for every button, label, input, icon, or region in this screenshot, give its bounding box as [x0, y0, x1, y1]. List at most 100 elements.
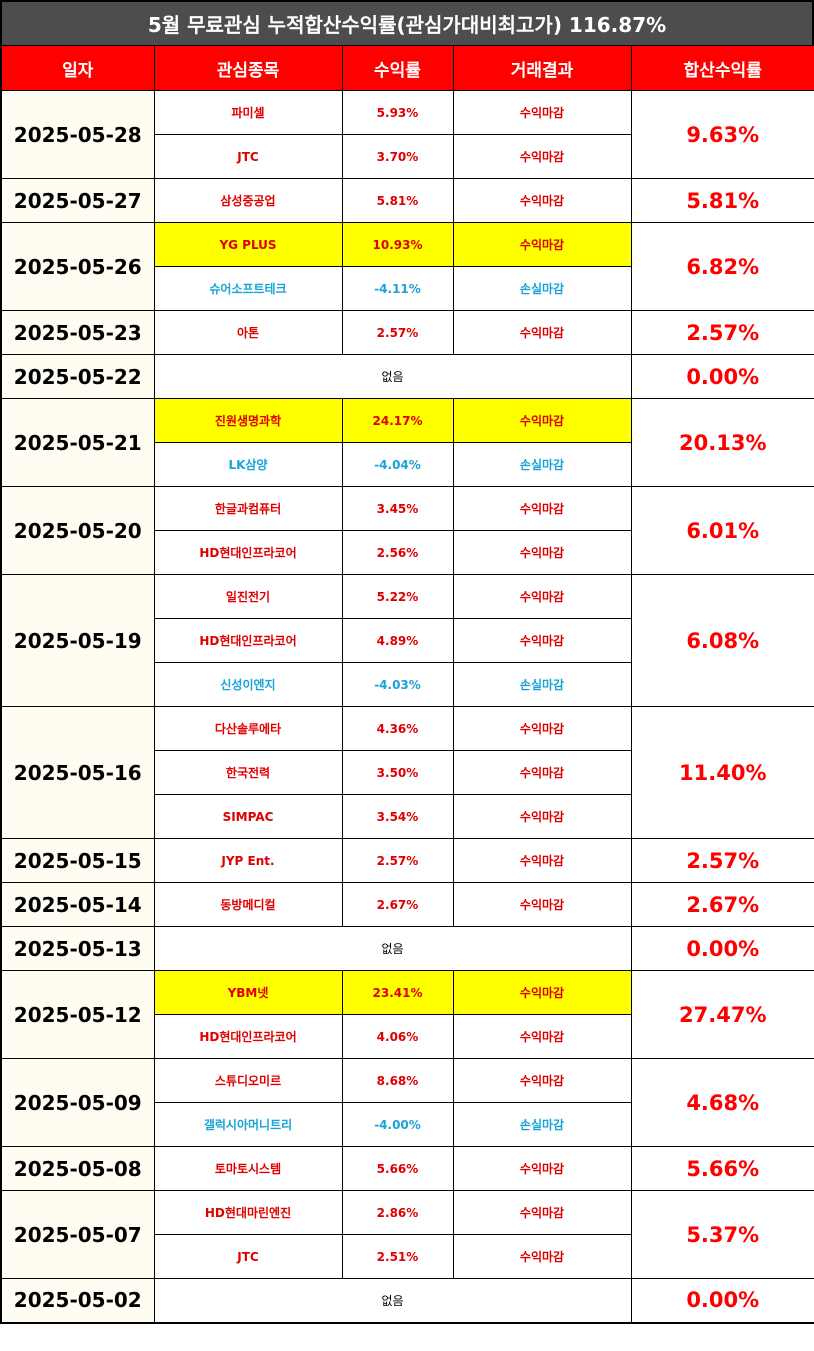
return-cell: 5.81% [341, 178, 454, 223]
total-return-cell: 6.01% [630, 486, 814, 575]
date-cell: 2025-05-08 [0, 1146, 155, 1191]
return-cell: 2.51% [341, 1234, 454, 1279]
stock-name-cell: 슈어소프트테크 [153, 266, 343, 311]
total-return-cell: 0.00% [630, 354, 814, 399]
stock-name-cell: 동방메디컬 [153, 882, 343, 927]
stock-name-cell: SIMPAC [153, 794, 343, 839]
return-cell: -4.03% [341, 662, 454, 707]
stock-name-cell: YG PLUS [153, 222, 343, 267]
table-body: 2025-05-28 파미셀 5.93% 수익마감 9.63% JTC 3.70% 수익마감 2… [0, 90, 814, 1323]
total-return-cell: 5.81% [630, 178, 814, 223]
total-return-cell: 6.08% [630, 574, 814, 707]
table-row: 2025-05-08 토마토시스템 5.66% 수익마감 5.66% [0, 1146, 814, 1191]
date-cell: 2025-05-21 [0, 398, 155, 487]
result-cell: 수익마감 [452, 882, 632, 927]
return-cell: 2.57% [341, 838, 454, 883]
date-cell: 2025-05-12 [0, 970, 155, 1059]
stock-name-cell: YBM넷 [153, 970, 343, 1015]
total-return-cell: 11.40% [630, 706, 814, 839]
table-row: 2025-05-21 진원생명과학 24.17% 수익마감 20.13% [0, 398, 814, 487]
result-cell: 손실마감 [452, 266, 632, 311]
table-row: 한국전력 3.50% 수익마감 [1, 750, 814, 795]
total-return-cell: 2.57% [630, 310, 814, 355]
result-cell: 손실마감 [452, 662, 632, 707]
no-pick-cell: 없음 [153, 926, 632, 971]
result-cell: 수익마감 [452, 398, 632, 443]
total-return-cell: 9.63% [630, 90, 814, 179]
stock-name-cell: 파미셀 [153, 90, 343, 135]
table-row: 2025-05-22 없음 0.00% [0, 354, 814, 399]
table-row: 2025-05-23 아톤 2.57% 수익마감 2.57% [0, 310, 814, 355]
total-return-cell: 6.82% [630, 222, 814, 311]
total-return-cell: 0.00% [630, 926, 814, 971]
date-cell: 2025-05-27 [0, 178, 155, 223]
date-cell: 2025-05-14 [0, 882, 155, 927]
table-row: 2025-05-28 파미셀 5.93% 수익마감 9.63% [0, 90, 814, 179]
return-cell: 4.06% [341, 1014, 454, 1059]
stock-name-cell: 다산솔루에타 [153, 706, 343, 751]
header-stock: 관심종목 [153, 45, 343, 91]
return-cell: 3.54% [341, 794, 454, 839]
table-row: 2025-05-07 HD현대마린엔진 2.86% 수익마감 5.37% [0, 1190, 814, 1279]
date-cell: 2025-05-23 [0, 310, 155, 355]
table-row: 갤럭시아머니트리 -4.00% 손실마감 [1, 1102, 814, 1147]
header-row: 일자 관심종목 수익률 거래결과 합산수익률 [0, 45, 814, 91]
table-row: HD현대인프라코어 4.06% 수익마감 [1, 1014, 814, 1059]
table-row: JTC 3.70% 수익마감 [1, 134, 814, 179]
stock-name-cell: 스튜디오미르 [153, 1058, 343, 1103]
total-return-cell: 5.37% [630, 1190, 814, 1279]
result-cell: 수익마감 [452, 222, 632, 267]
stock-name-cell: HD현대인프라코어 [153, 530, 343, 575]
date-cell: 2025-05-26 [0, 222, 155, 311]
date-cell: 2025-05-09 [0, 1058, 155, 1147]
stock-name-cell: HD현대인프라코어 [153, 1014, 343, 1059]
returns-table: 일자 관심종목 수익률 거래결과 합산수익률 2025-05-28 파미셀 5.93… [0, 45, 814, 1324]
return-cell: -4.11% [341, 266, 454, 311]
total-return-cell: 5.66% [630, 1146, 814, 1191]
date-cell: 2025-05-19 [0, 574, 155, 707]
result-cell: 수익마감 [452, 1190, 632, 1235]
table-row: HD현대인프라코어 4.89% 수익마감 [1, 618, 814, 663]
result-cell: 수익마감 [452, 134, 632, 179]
return-cell: 2.56% [341, 530, 454, 575]
table-row: 2025-05-13 없음 0.00% [0, 926, 814, 971]
total-return-cell: 20.13% [630, 398, 814, 487]
table-row: JTC 2.51% 수익마감 [1, 1234, 814, 1279]
stock-name-cell: 한국전력 [153, 750, 343, 795]
return-cell: 4.89% [341, 618, 454, 663]
stock-name-cell: LK삼양 [153, 442, 343, 487]
total-return-cell: 0.00% [630, 1278, 814, 1323]
table-row: 2025-05-02 없음 0.00% [0, 1278, 814, 1323]
table-row: SIMPAC 3.54% 수익마감 [1, 794, 814, 839]
table-row: 2025-05-20 한글과컴퓨터 3.45% 수익마감 6.01% [0, 486, 814, 575]
result-cell: 수익마감 [452, 970, 632, 1015]
result-cell: 수익마감 [452, 574, 632, 619]
header-return: 수익률 [341, 45, 454, 91]
date-cell: 2025-05-02 [0, 1278, 155, 1323]
table-row: 2025-05-15 JYP Ent. 2.57% 수익마감 2.57% [0, 838, 814, 883]
header-total: 합산수익률 [630, 45, 814, 91]
header-result: 거래결과 [452, 45, 632, 91]
total-return-cell: 4.68% [630, 1058, 814, 1147]
header-date: 일자 [0, 45, 155, 91]
stock-name-cell: 갤럭시아머니트리 [153, 1102, 343, 1147]
stock-name-cell: 아톤 [153, 310, 343, 355]
return-cell: 3.50% [341, 750, 454, 795]
table-row: 2025-05-14 동방메디컬 2.67% 수익마감 2.67% [0, 882, 814, 927]
date-cell: 2025-05-16 [0, 706, 155, 839]
table-row: 2025-05-26 YG PLUS 10.93% 수익마감 6.82% [0, 222, 814, 311]
result-cell: 수익마감 [452, 486, 632, 531]
result-cell: 수익마감 [452, 1234, 632, 1279]
stock-name-cell: JYP Ent. [153, 838, 343, 883]
total-return-cell: 2.67% [630, 882, 814, 927]
result-cell: 수익마감 [452, 1058, 632, 1103]
return-cell: 23.41% [341, 970, 454, 1015]
return-cell: -4.04% [341, 442, 454, 487]
stock-name-cell: JTC [153, 134, 343, 179]
date-cell: 2025-05-07 [0, 1190, 155, 1279]
return-cell: 8.68% [341, 1058, 454, 1103]
page-title: 5월 무료관심 누적합산수익률(관심가대비최고가) 116.87% [0, 0, 814, 45]
stock-name-cell: 일진전기 [153, 574, 343, 619]
table-row: 신성이엔지 -4.03% 손실마감 [1, 662, 814, 707]
result-cell: 수익마감 [452, 90, 632, 135]
